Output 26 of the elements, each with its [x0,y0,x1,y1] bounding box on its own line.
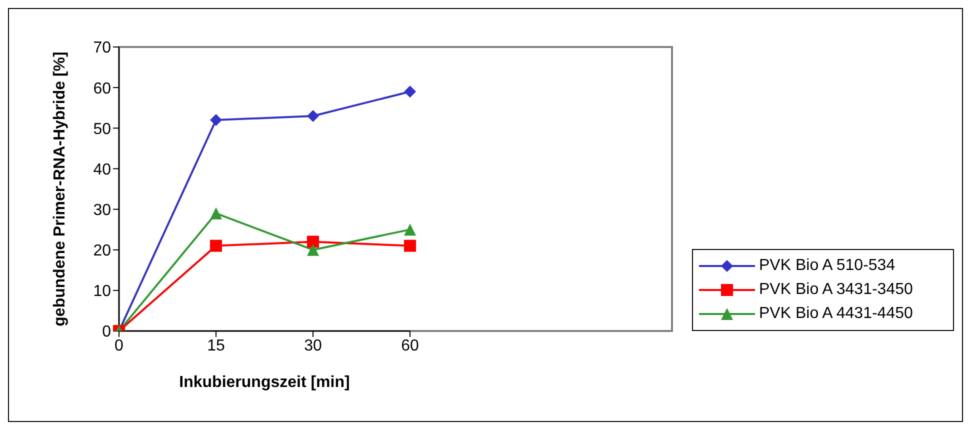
point [404,86,416,98]
y-tick-label: 50 [93,120,112,138]
x-tick-label: 15 [207,337,225,354]
point [307,236,319,248]
legend-label: PVK Bio A 3431-3450 [759,281,913,299]
point [210,240,222,252]
point [307,110,319,122]
legend-label: PVK Bio A 510-534 [759,257,896,275]
x-axis-title: Inkubierungszeit [min] [179,374,350,391]
legend-label: PVK Bio A 4431-4450 [759,305,913,323]
y-tick-label: 30 [93,202,112,219]
point [404,224,416,236]
point [210,114,222,126]
point [404,240,416,252]
y-tick-label: 0 [102,324,112,341]
x-tick-label: 60 [401,337,419,354]
x-tick-label: 30 [304,337,322,354]
y-axis-title: gebundene Primer-RNA-Hybride [%] [52,52,69,326]
y-tick-label: 70 [93,40,112,57]
point [210,207,222,220]
y-tick-label: 10 [93,283,112,300]
y-tick-label: 60 [93,80,112,98]
point [307,244,319,256]
y-tick-label: 40 [93,161,112,178]
y-tick-label: 20 [93,242,112,260]
x-tick-label: 0 [114,337,124,354]
